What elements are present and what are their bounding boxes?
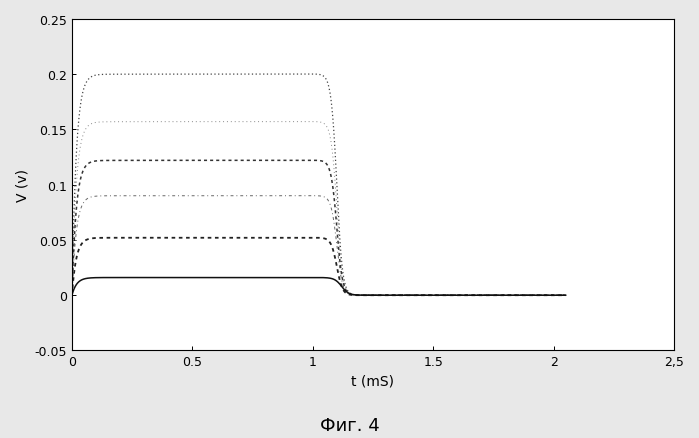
Text: Фиг. 4: Фиг. 4 (319, 416, 380, 434)
Y-axis label: V (v): V (v) (15, 169, 29, 202)
X-axis label: t (mS): t (mS) (352, 374, 394, 388)
